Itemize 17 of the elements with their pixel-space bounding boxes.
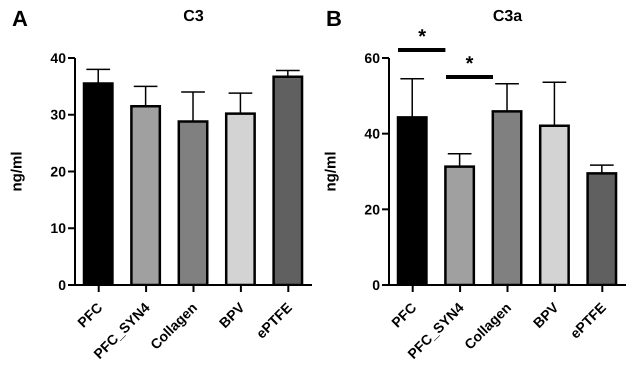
- y-tick-label: 0: [58, 276, 66, 293]
- y-tick-label: 10: [50, 220, 66, 236]
- annotation: *: [464, 52, 474, 76]
- text: A: [12, 6, 28, 32]
- chart-title: C3a: [492, 8, 524, 26]
- chart-title: C3: [182, 8, 205, 26]
- text: *: [417, 26, 428, 50]
- y-tick-label: 0: [372, 276, 380, 293]
- text: B: [326, 6, 342, 32]
- y-tick-label: 20: [50, 163, 66, 180]
- y-tick-label: 40: [50, 50, 66, 66]
- y-axis-title: ng/ml: [322, 152, 340, 192]
- y-tick-label: 30: [50, 106, 66, 123]
- y-tick-label: 40: [364, 126, 380, 142]
- y-axis-title: ng/ml: [8, 152, 26, 192]
- y-tick-label: 20: [364, 201, 380, 218]
- y-tick-label: 60: [364, 50, 380, 66]
